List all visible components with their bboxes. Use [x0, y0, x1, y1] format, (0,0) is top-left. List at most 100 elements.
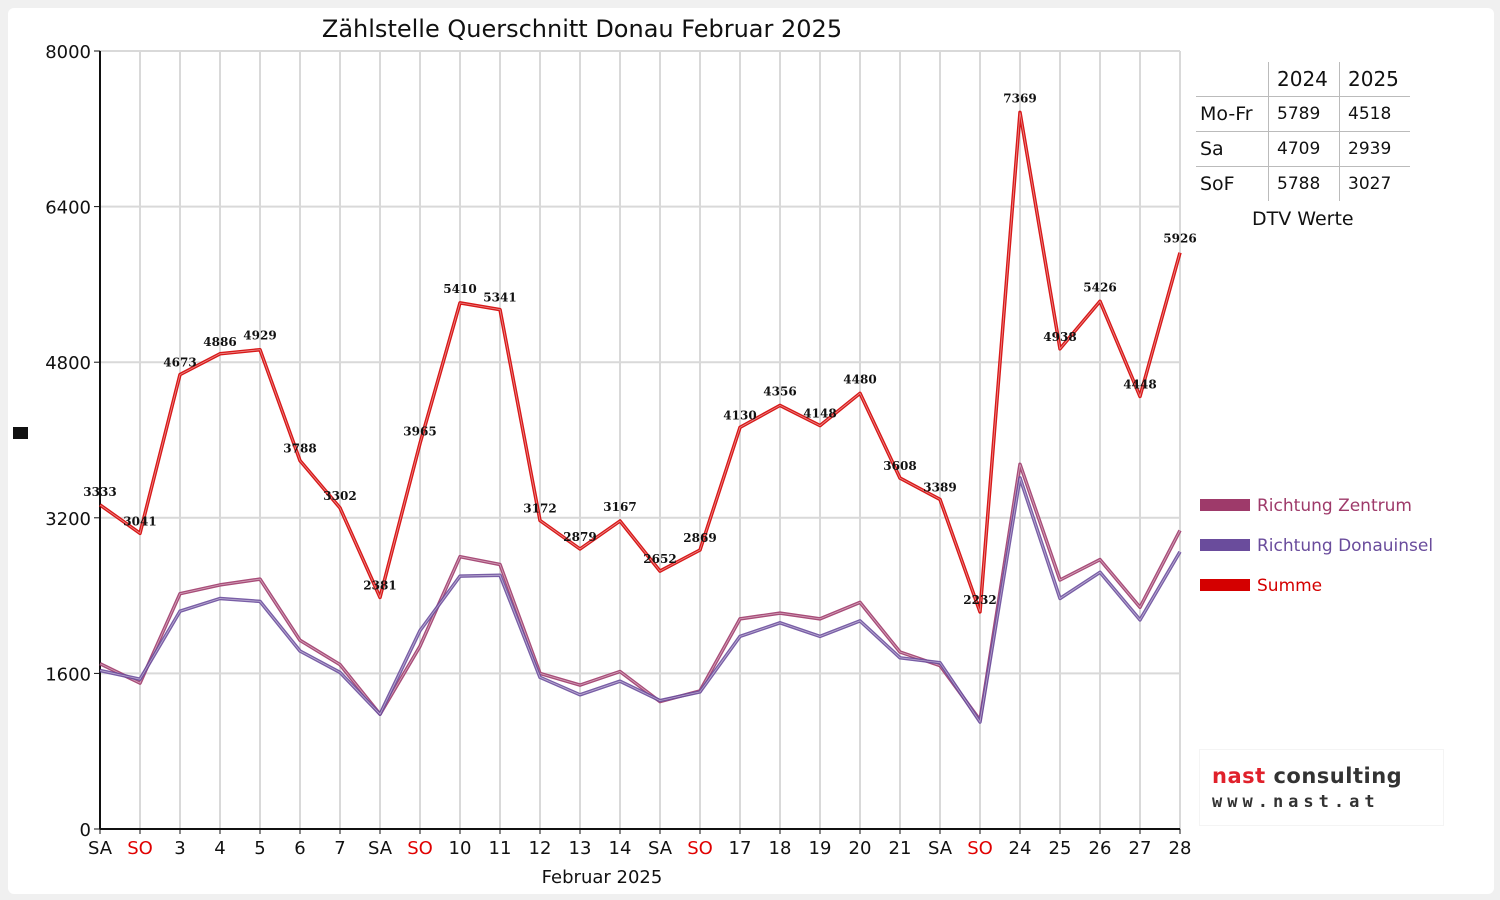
dtv-col-2024: 2024 — [1268, 62, 1340, 97]
y-tick-label: 0 — [80, 820, 91, 841]
data-label: 3172 — [523, 502, 556, 516]
x-tick-label: SA — [368, 838, 393, 859]
series-line-highlight — [99, 477, 1181, 724]
x-tick-label: 6 — [294, 838, 305, 859]
data-label: 2869 — [683, 531, 716, 545]
x-tick-label: 7 — [334, 838, 345, 859]
data-label: 4886 — [203, 335, 236, 349]
data-label: 4938 — [1043, 330, 1076, 344]
data-label: 3302 — [323, 489, 356, 503]
x-tick-label: 25 — [1049, 838, 1072, 859]
dtv-row-label: SoF — [1200, 173, 1235, 195]
data-label: 3608 — [883, 459, 916, 473]
dtv-row-sof: SoF 5788 3027 — [1196, 166, 1410, 201]
x-tick-label: SO — [127, 838, 153, 859]
data-label: 4929 — [243, 329, 276, 343]
data-label: 4448 — [1123, 377, 1156, 391]
data-label: 3788 — [283, 442, 316, 456]
x-tick-label: 28 — [1169, 838, 1192, 859]
data-label: 3333 — [83, 485, 116, 499]
data-label: 5341 — [483, 291, 516, 305]
dtv-cell: 5789 — [1268, 96, 1340, 132]
dtv-row-label: Sa — [1196, 131, 1269, 167]
x-tick-label: 14 — [609, 838, 632, 859]
series-line-highlight — [99, 464, 1181, 722]
data-label: 3167 — [603, 500, 636, 514]
x-tick-label: 24 — [1009, 838, 1032, 859]
x-tick-label: 12 — [529, 838, 552, 859]
y-axis-ticks: 0 1600 3200 4800 6400 8000 — [45, 42, 100, 841]
axes — [13, 51, 1180, 830]
x-tick-label: 5 — [254, 838, 265, 859]
x-tick-label: 21 — [889, 838, 912, 859]
data-label: 5926 — [1163, 232, 1196, 246]
dtv-cell: 4518 — [1339, 96, 1410, 132]
legend-swatch — [1200, 579, 1250, 591]
x-tick-label: 11 — [489, 838, 512, 859]
dtv-cell: 2939 — [1339, 131, 1410, 167]
series-lines — [98, 110, 1182, 724]
data-label: 2381 — [363, 578, 396, 592]
dtv-caption: DTV Werte — [1252, 208, 1354, 230]
data-label: 2652 — [643, 552, 676, 566]
x-tick-label: 27 — [1129, 838, 1152, 859]
dtv-col-2025: 2025 — [1339, 62, 1410, 97]
data-label: 4130 — [723, 408, 756, 422]
dtv-table: 2024 2025 Mo-Fr 5789 4518 Sa 4709 2939 S… — [1196, 62, 1410, 201]
y-tick-label: 6400 — [45, 198, 91, 219]
dtv-corner-cell — [1196, 62, 1269, 97]
logo-url: www.nast.at — [1212, 792, 1380, 812]
series-line-highlight — [99, 112, 1181, 613]
data-label: 4356 — [763, 384, 796, 398]
data-label: 2232 — [963, 593, 996, 607]
data-label: 5410 — [443, 282, 476, 296]
data-label: 3965 — [403, 424, 436, 438]
x-tick-label: 26 — [1089, 838, 1112, 859]
x-tick-label: SA — [928, 838, 953, 859]
x-tick-label: 19 — [809, 838, 832, 859]
data-label: 4480 — [843, 372, 876, 386]
y-tick-label: 3200 — [45, 509, 91, 530]
data-label: 4148 — [803, 407, 836, 421]
logo-nast: nast — [1212, 764, 1266, 788]
x-tick-label: 18 — [769, 838, 792, 859]
x-tick-label: 10 — [449, 838, 472, 859]
legend-label: Richtung Donauinsel — [1257, 536, 1433, 556]
x-tick-label: SO — [407, 838, 433, 859]
dtv-row-label: Mo-Fr — [1196, 96, 1269, 132]
x-tick-label: 17 — [729, 838, 752, 859]
data-labels: 3333 3041 4673 4886 4929 3788 3302 2381 3965 5410… — [83, 91, 1196, 607]
y-tick-label: 1600 — [45, 664, 91, 685]
x-tick-label: SA — [88, 838, 113, 859]
x-tick-label: SO — [967, 838, 993, 859]
y-tick-label: 8000 — [45, 42, 91, 63]
x-axis-ticks: SA SO 3 4 5 6 7 SA SO 10 11 12 13 14 SA SO 17 18 19 20 21 SA S… — [88, 829, 1191, 859]
x-tick-label: 3 — [174, 838, 185, 859]
dtv-row-sa: Sa 4709 2939 — [1196, 131, 1410, 167]
x-tick-label: SA — [648, 838, 673, 859]
x-tick-label: 20 — [849, 838, 872, 859]
chart-title: Zählstelle Querschnitt Donau Februar 202… — [322, 15, 842, 43]
x-axis-title: Februar 2025 — [542, 867, 663, 888]
data-label: 3389 — [923, 480, 956, 494]
dtv-cell: 5788 — [1268, 166, 1340, 201]
legend: Richtung Zentrum Richtung Donauinsel Summe — [1200, 496, 1433, 596]
dtv-header-row: 2024 2025 — [1196, 62, 1410, 97]
legend-label: Richtung Zentrum — [1257, 496, 1412, 516]
dtv-cell: 3027 — [1339, 166, 1410, 201]
dtv-cell: 4709 — [1268, 131, 1340, 167]
legend-label: Summe — [1257, 576, 1322, 596]
data-label: 2879 — [563, 530, 596, 544]
x-tick-label: SO — [687, 838, 713, 859]
dtv-row-mofr: Mo-Fr 5789 4518 — [1196, 96, 1410, 132]
legend-swatch — [1200, 539, 1250, 551]
nast-consulting-logo: nast consulting www.nast.at — [1200, 750, 1443, 825]
data-label: 3041 — [123, 514, 156, 528]
y-axis-marker — [13, 427, 28, 439]
logo-consulting: consulting — [1265, 764, 1403, 788]
legend-swatch — [1200, 499, 1250, 511]
y-tick-label: 4800 — [45, 353, 91, 374]
x-tick-label: 4 — [214, 838, 225, 859]
x-tick-label: 13 — [569, 838, 592, 859]
